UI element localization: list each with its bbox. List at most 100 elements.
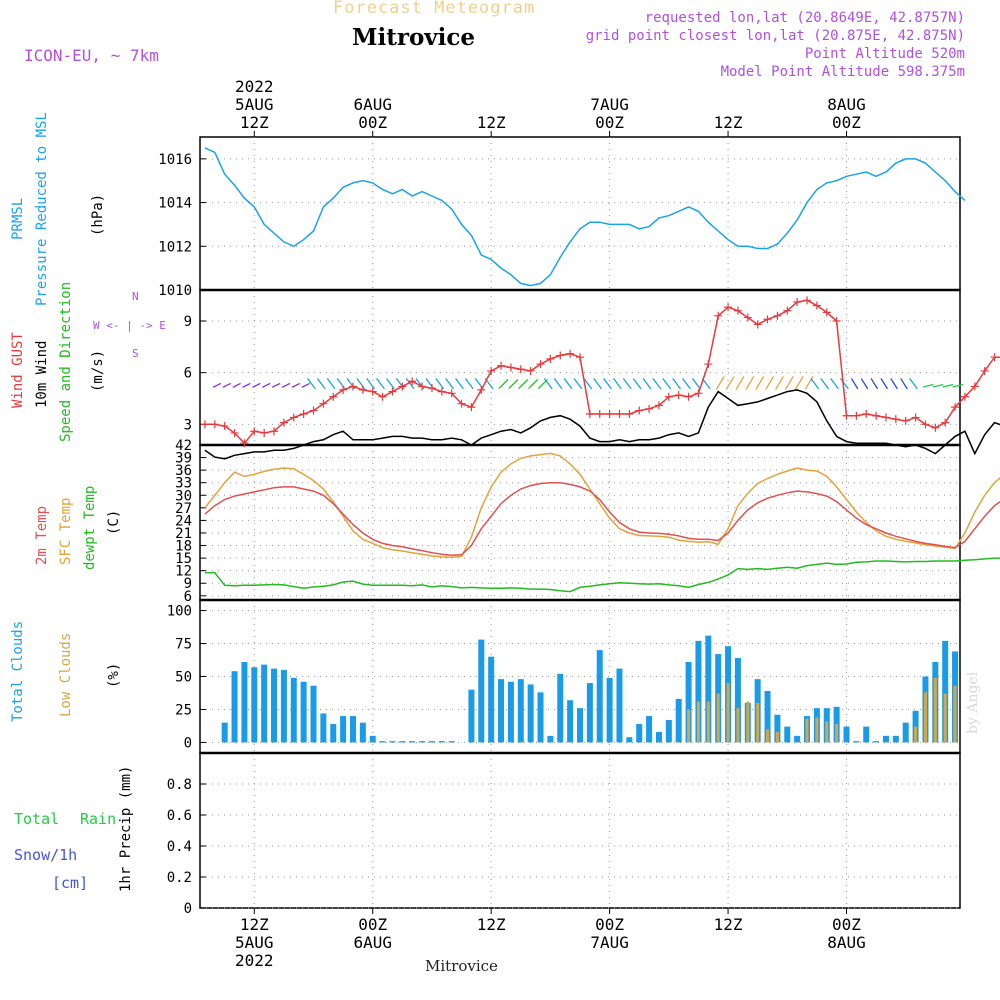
wind-gust-line-marker xyxy=(990,353,999,362)
low-cloud-bar xyxy=(696,701,700,743)
total-cloud-bar xyxy=(271,668,278,743)
wind-gust-line-marker xyxy=(881,413,890,422)
total-cloud-bar xyxy=(577,708,583,743)
wind-gust-line-marker xyxy=(832,317,841,325)
wind-direction-arrow xyxy=(445,378,455,390)
top-time-label: 5AUG xyxy=(235,95,274,114)
total-cloud-bar xyxy=(498,679,505,743)
total-cloud-bar xyxy=(507,681,514,743)
wind-direction-arrow xyxy=(642,378,652,390)
wind-gust-line-marker xyxy=(348,382,357,391)
wind-gust-line-marker xyxy=(200,420,209,429)
wind-gust-line-marker xyxy=(260,428,269,437)
wind-gust-line-marker xyxy=(654,401,663,410)
wind-direction-arrow xyxy=(405,378,415,390)
wind-direction-arrow xyxy=(306,378,316,390)
clouds-ytick-label: 25 xyxy=(175,702,192,718)
low-cloud-bar xyxy=(943,693,947,743)
wind-gust-line-marker xyxy=(447,389,456,398)
dewpt-line xyxy=(204,557,1000,593)
total-cloud-bar xyxy=(557,673,564,743)
low-cloud-bar xyxy=(825,721,829,743)
wind-direction-arrow xyxy=(242,382,251,388)
bottom-time-label: 6AUG xyxy=(353,933,392,952)
wind-direction-arrow xyxy=(366,378,376,390)
wind-gust-line-marker xyxy=(210,420,219,429)
wind-direction-arrow xyxy=(508,378,519,390)
total-cloud-bar xyxy=(734,658,741,743)
total-cloud-bar xyxy=(330,723,337,743)
total-cloud-bar xyxy=(882,735,889,743)
temperature-ytick-label: 27 xyxy=(175,501,192,517)
total-cloud-bar xyxy=(665,720,672,743)
pressure-ytick-label: 1016 xyxy=(158,152,192,168)
wind-ytick-label: 9 xyxy=(184,314,192,330)
total-cloud-bar xyxy=(468,689,475,743)
low-cloud-bar xyxy=(716,693,720,743)
wind-gust-line-marker xyxy=(585,410,594,418)
wind-direction-arrow xyxy=(804,376,814,390)
wind-10m-line xyxy=(204,389,1000,460)
total-cloud-bar xyxy=(774,714,781,743)
wind-direction-arrow xyxy=(583,378,593,390)
wind-gust-line-marker xyxy=(743,313,752,322)
temperature-ytick-label: 21 xyxy=(175,526,192,542)
wind-gust-line-marker xyxy=(487,366,496,375)
wind-gust-line-marker xyxy=(250,427,259,436)
wind-gust-line-marker xyxy=(457,399,466,408)
wind-direction-arrow xyxy=(830,378,839,390)
total-cloud-bar xyxy=(310,685,317,743)
wind-direction-arrow xyxy=(850,378,859,390)
wind-gust-line-marker xyxy=(645,404,654,413)
total-cloud-bar xyxy=(488,656,495,743)
bottom-time-label: 12Z xyxy=(477,915,506,934)
total-cloud-bar xyxy=(695,640,702,743)
wind-direction-arrow xyxy=(563,378,573,390)
wind-direction-arrow xyxy=(518,378,529,390)
wind-direction-arrow xyxy=(498,378,509,390)
total-cloud-bar xyxy=(636,723,643,743)
precip-ytick-label: 0 xyxy=(184,901,192,917)
bottom-time-label: 7AUG xyxy=(590,933,629,952)
total-cloud-bar xyxy=(567,700,574,743)
temperature-ytick-label: 42 xyxy=(175,438,192,454)
wind-direction-arrow xyxy=(952,383,964,388)
wind-gust-line-marker xyxy=(733,306,742,315)
pressure-line xyxy=(204,147,966,287)
wind-direction-arrow xyxy=(775,376,784,390)
wind-gust-line-marker xyxy=(724,303,733,312)
wind-ytick-label: 6 xyxy=(184,366,192,382)
model-altitude: Model Point Altitude 598.375m xyxy=(720,64,965,80)
total-cloud-bar xyxy=(369,735,376,743)
low-cloud-bar xyxy=(923,692,927,743)
total-cloud-bar xyxy=(419,741,426,743)
temperature-ytick-label: 9 xyxy=(184,576,192,592)
wind-gust-line-marker xyxy=(398,382,407,391)
precip-rain-label: Rain xyxy=(80,810,117,828)
temperature-ytick-label: 15 xyxy=(175,551,192,567)
top-time-label: 12Z xyxy=(240,113,269,132)
precip-ytick-label: 0.6 xyxy=(167,808,192,824)
wind-direction-arrow xyxy=(765,376,775,390)
wind-direction-arrow xyxy=(794,376,804,390)
wind-gust-line-marker xyxy=(911,413,920,422)
total-cloud-bar xyxy=(764,691,771,743)
precip-total-label: Total xyxy=(14,810,60,828)
wind-gust-line-marker xyxy=(694,389,703,398)
wind-direction-arrow xyxy=(662,378,672,390)
panel-frame-temperature xyxy=(199,444,961,601)
compass-west-east: W <- | -> E xyxy=(93,319,166,332)
bottom-time-label: 8AUG xyxy=(827,933,866,952)
wind-direction-arrow xyxy=(755,376,765,390)
wind-direction-arrow xyxy=(573,378,583,390)
total-cloud-bar xyxy=(379,741,386,743)
wind-direction-arrow xyxy=(222,382,231,388)
wind-gust-line-marker xyxy=(467,403,476,412)
wind-gust-line-marker xyxy=(299,410,308,418)
wind-direction-arrow xyxy=(820,378,830,390)
wind-direction-arrow xyxy=(880,378,889,390)
total-cloud-bar xyxy=(320,713,327,743)
panel-frame-wind xyxy=(199,289,961,446)
wind-direction-arrow xyxy=(281,382,291,388)
wind-gust-line-marker xyxy=(901,416,910,425)
